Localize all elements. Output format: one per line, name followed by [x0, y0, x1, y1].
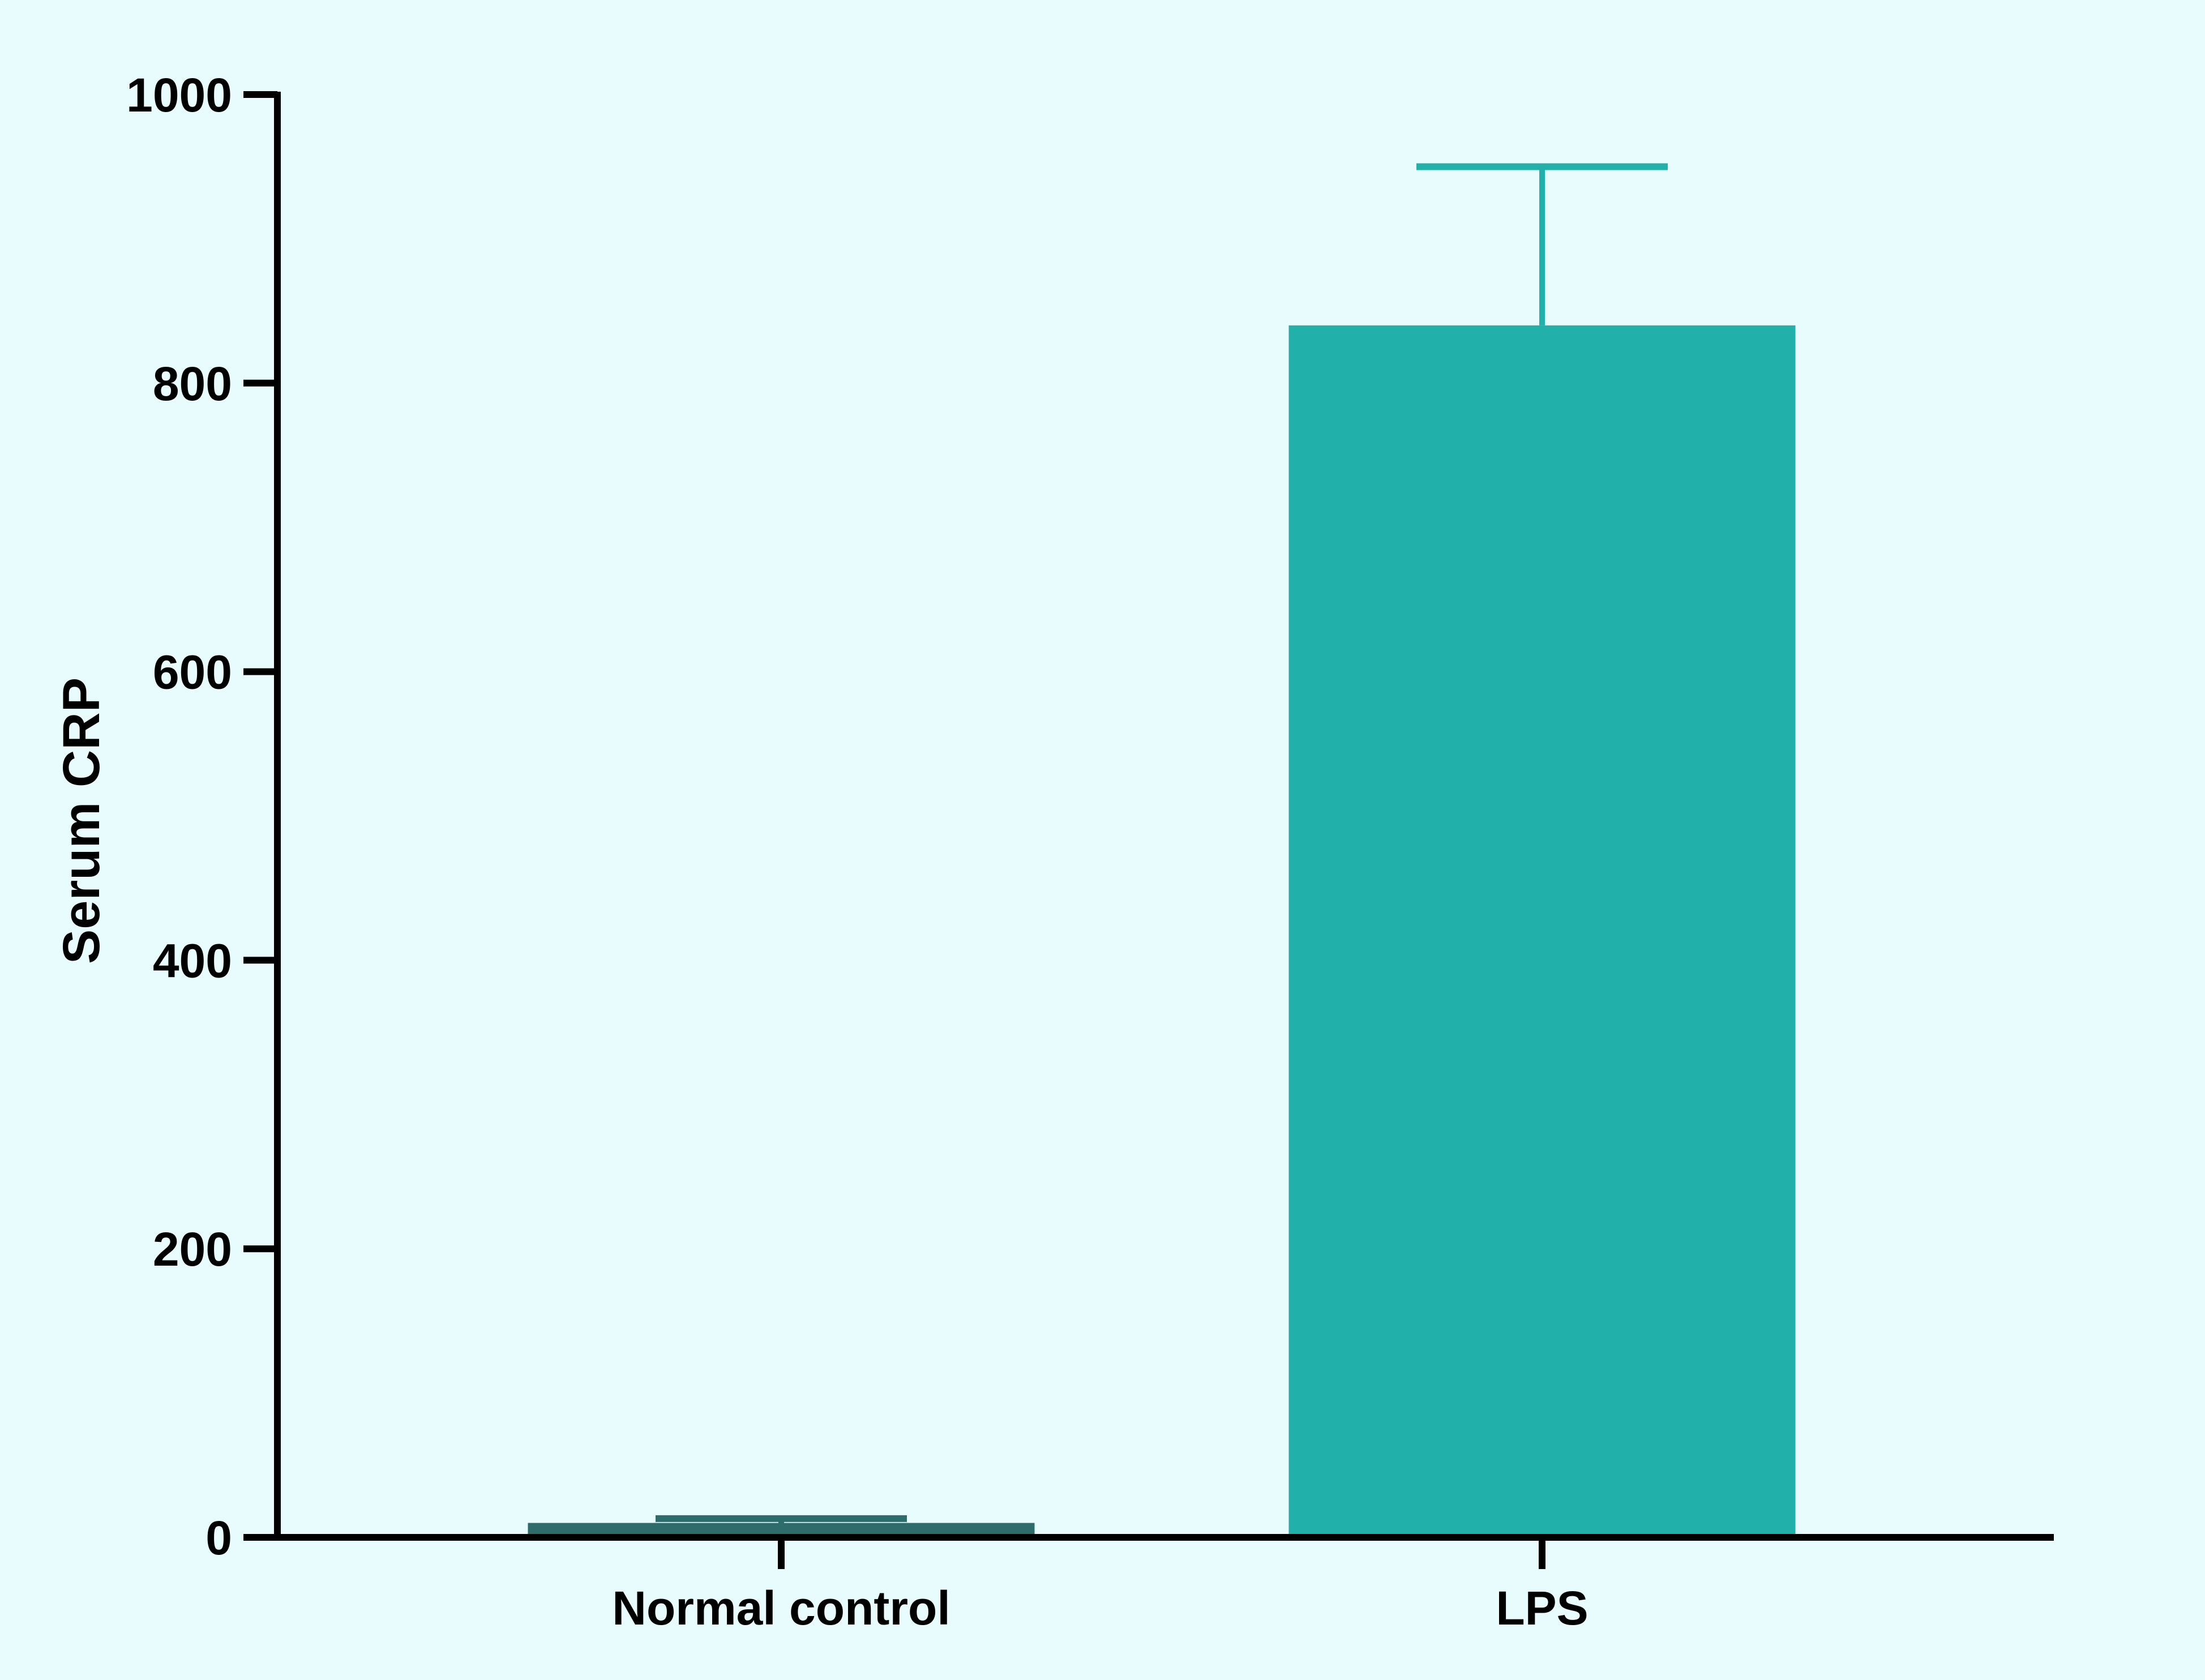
bars-layer [528, 325, 1796, 1537]
y-tick-label-0: 0 [205, 1511, 232, 1565]
x-tick-label-1: LPS [1496, 1582, 1588, 1635]
x-tick-label-0: Normal control [612, 1582, 950, 1635]
y-tick-label-2: 400 [153, 934, 232, 987]
y-axis-title: Serum CRP [53, 678, 110, 964]
y-tick-label-5: 1000 [126, 68, 232, 122]
x-ticks-layer: Normal control LPS [612, 1537, 1589, 1635]
error-bars-layer [656, 163, 1668, 1523]
y-tick-label-4: 800 [153, 357, 232, 410]
y-ticks-layer: 0 200 400 600 800 1000 [126, 68, 277, 1565]
y-tick-label-3: 600 [153, 646, 232, 699]
y-tick-label-1: 200 [153, 1223, 232, 1276]
bar-1 [1288, 325, 1796, 1537]
